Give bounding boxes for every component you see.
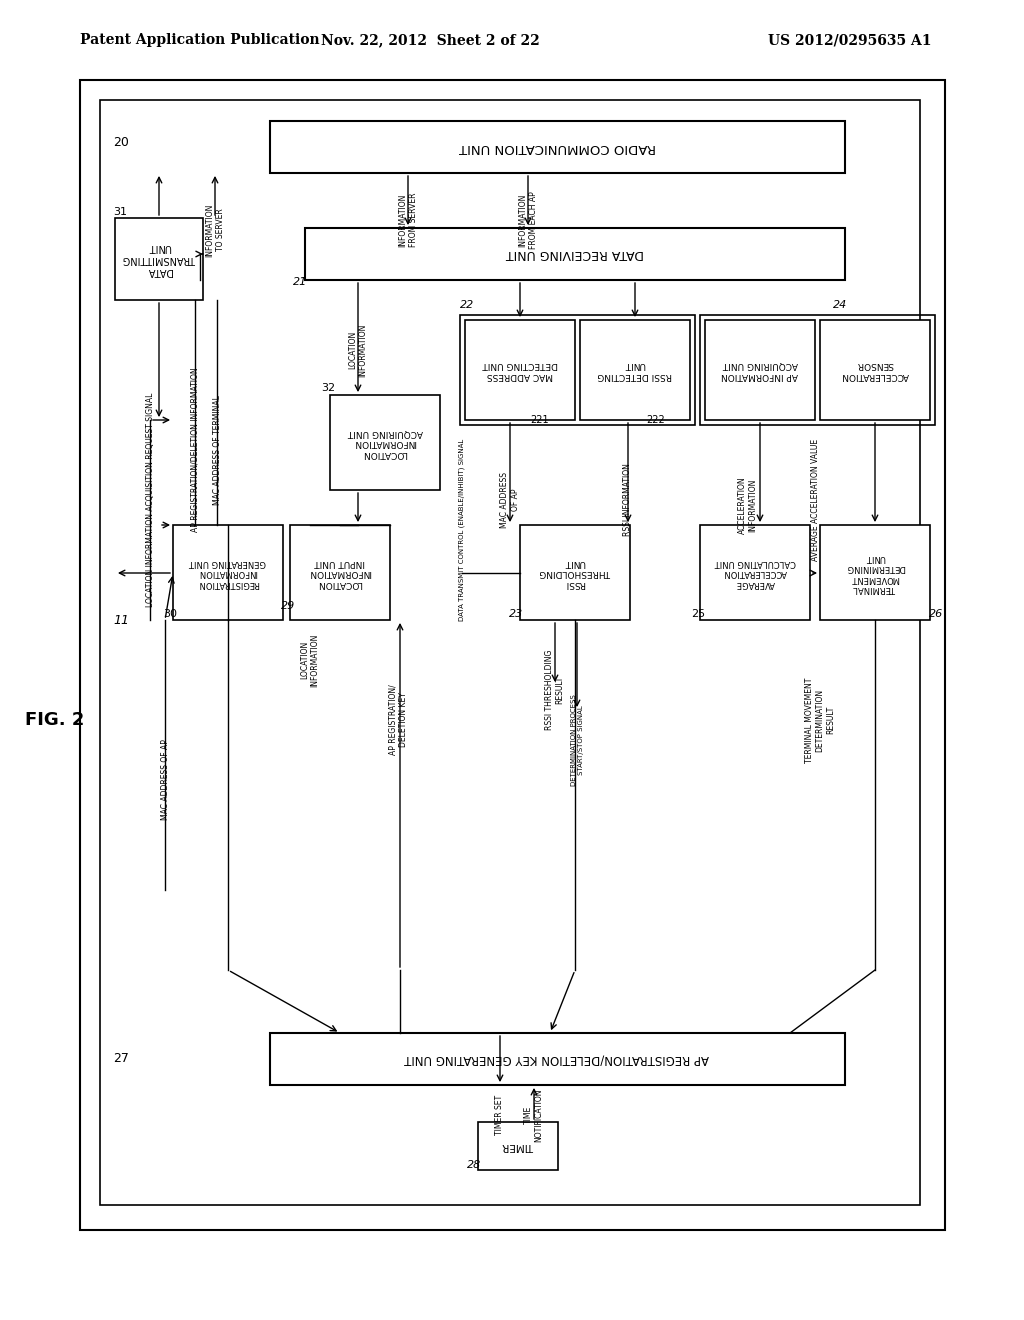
Text: LOCATION
INFORMATION
INPUT UNIT: LOCATION INFORMATION INPUT UNIT bbox=[308, 558, 372, 587]
Bar bbox=[290, 525, 390, 620]
Bar bbox=[173, 525, 283, 620]
Text: 27: 27 bbox=[113, 1052, 129, 1065]
Text: AP REGISTRATION/DELETION KEY GENERATING UNIT: AP REGISTRATION/DELETION KEY GENERATING … bbox=[404, 1052, 710, 1065]
Text: MAC ADDRESS
DETECTING UNIT: MAC ADDRESS DETECTING UNIT bbox=[482, 360, 558, 380]
Text: INFORMATION
FROM EACH AP: INFORMATION FROM EACH AP bbox=[518, 191, 538, 249]
Bar bbox=[305, 228, 845, 280]
Text: 25: 25 bbox=[691, 609, 706, 619]
Text: RSSI INFORMATION: RSSI INFORMATION bbox=[624, 463, 633, 536]
Text: 29: 29 bbox=[281, 601, 295, 611]
Bar bbox=[465, 319, 575, 420]
Bar bbox=[580, 319, 690, 420]
Text: RADIO COMMUNICATION UNIT: RADIO COMMUNICATION UNIT bbox=[459, 140, 655, 153]
Text: LOCATION INFORMATION ACQUISITION REQUEST SIGNAL: LOCATION INFORMATION ACQUISITION REQUEST… bbox=[145, 393, 155, 607]
Text: MAC ADDRESS
OF AP: MAC ADDRESS OF AP bbox=[501, 473, 520, 528]
Text: 21: 21 bbox=[293, 277, 307, 286]
Text: 31: 31 bbox=[113, 207, 127, 216]
Text: 22: 22 bbox=[460, 300, 474, 310]
Bar bbox=[460, 315, 695, 425]
Bar bbox=[270, 1034, 845, 1085]
Text: LOCATION
INFORMATION: LOCATION INFORMATION bbox=[348, 323, 368, 376]
Text: RSSI
THRESHOLDING
UNIT: RSSI THRESHOLDING UNIT bbox=[539, 558, 611, 587]
Bar bbox=[100, 100, 920, 1205]
Text: REGISTRATION
INFORMATION
GENERATING UNIT: REGISTRATION INFORMATION GENERATING UNIT bbox=[189, 558, 266, 587]
Text: LOCATION
INFORMATION: LOCATION INFORMATION bbox=[300, 634, 319, 686]
Bar bbox=[820, 319, 930, 420]
Text: TIMER SET: TIMER SET bbox=[496, 1094, 505, 1135]
Text: DETERMINATION PROCESS
START/STOP SIGNAL: DETERMINATION PROCESS START/STOP SIGNAL bbox=[570, 694, 584, 785]
Bar bbox=[115, 218, 203, 300]
Bar bbox=[820, 525, 930, 620]
Text: TERMINAL MOVEMENT
DETERMINATION
RESULT: TERMINAL MOVEMENT DETERMINATION RESULT bbox=[805, 677, 835, 763]
Text: INFORMATION
FROM SERVER: INFORMATION FROM SERVER bbox=[398, 193, 418, 247]
Text: TERMINAL
MOVEMENT
DETERMINING
UNIT: TERMINAL MOVEMENT DETERMINING UNIT bbox=[846, 553, 904, 593]
Text: ACCELERATION
SENSOR: ACCELERATION SENSOR bbox=[841, 360, 909, 380]
Text: AP REGISTRATION/
DELETION KEY: AP REGISTRATION/ DELETION KEY bbox=[388, 685, 408, 755]
Text: 30: 30 bbox=[163, 609, 177, 619]
Text: 221: 221 bbox=[530, 414, 549, 425]
Text: ACCELERATION
INFORMATION: ACCELERATION INFORMATION bbox=[738, 477, 758, 533]
Text: AVERAGE ACCELERATION VALUE: AVERAGE ACCELERATION VALUE bbox=[811, 440, 819, 561]
Text: DATA RECEIVING UNIT: DATA RECEIVING UNIT bbox=[506, 248, 644, 260]
Text: DATA
TRANSMITTING
UNIT: DATA TRANSMITTING UNIT bbox=[123, 243, 196, 276]
Text: Nov. 22, 2012  Sheet 2 of 22: Nov. 22, 2012 Sheet 2 of 22 bbox=[321, 33, 540, 48]
Bar bbox=[705, 319, 815, 420]
Text: MAC ADDRESS OF TERMINAL: MAC ADDRESS OF TERMINAL bbox=[213, 395, 221, 506]
Text: 24: 24 bbox=[833, 300, 847, 310]
Bar bbox=[270, 121, 845, 173]
Bar bbox=[478, 1122, 558, 1170]
Text: Patent Application Publication: Patent Application Publication bbox=[80, 33, 319, 48]
Text: US 2012/0295635 A1: US 2012/0295635 A1 bbox=[768, 33, 932, 48]
Text: LOCATION
INFORMATION
ACQUIRING UNIT: LOCATION INFORMATION ACQUIRING UNIT bbox=[347, 428, 423, 458]
Text: RSSI DETECTING
UNIT: RSSI DETECTING UNIT bbox=[598, 360, 673, 380]
Text: 23: 23 bbox=[509, 609, 523, 619]
Text: AP INFORMATION
ACQUIRING UNIT: AP INFORMATION ACQUIRING UNIT bbox=[722, 360, 799, 380]
Text: AVERAGE
ACCELERATION
CALCULATING UNIT: AVERAGE ACCELERATION CALCULATING UNIT bbox=[715, 558, 796, 587]
Text: RSSI THRESHOLDING
RESULT: RSSI THRESHOLDING RESULT bbox=[546, 649, 564, 730]
Text: 20: 20 bbox=[113, 136, 129, 149]
Text: 26: 26 bbox=[929, 609, 943, 619]
Text: DATA TRANSMIT CONTROL (ENABLE/INHIBIT) SIGNAL: DATA TRANSMIT CONTROL (ENABLE/INHIBIT) S… bbox=[459, 438, 465, 622]
Text: FIG. 2: FIG. 2 bbox=[26, 711, 85, 729]
Text: 11: 11 bbox=[113, 614, 129, 627]
Bar bbox=[330, 395, 440, 490]
Text: TIME
NOTIFICATION: TIME NOTIFICATION bbox=[524, 1088, 544, 1142]
Text: AP REGISTRATION/DELETION INFORMATION: AP REGISTRATION/DELETION INFORMATION bbox=[190, 368, 200, 532]
Bar bbox=[700, 525, 810, 620]
Text: MAC ADDRESS OF AP: MAC ADDRESS OF AP bbox=[161, 739, 170, 821]
Text: INFORMATION
TO SERVER: INFORMATION TO SERVER bbox=[205, 203, 224, 256]
Text: 32: 32 bbox=[321, 383, 335, 393]
Text: 222: 222 bbox=[646, 414, 665, 425]
Text: TIMER: TIMER bbox=[502, 1140, 534, 1151]
Bar bbox=[520, 525, 630, 620]
Text: 28: 28 bbox=[467, 1160, 481, 1170]
Bar bbox=[700, 315, 935, 425]
Bar bbox=[80, 81, 945, 1230]
